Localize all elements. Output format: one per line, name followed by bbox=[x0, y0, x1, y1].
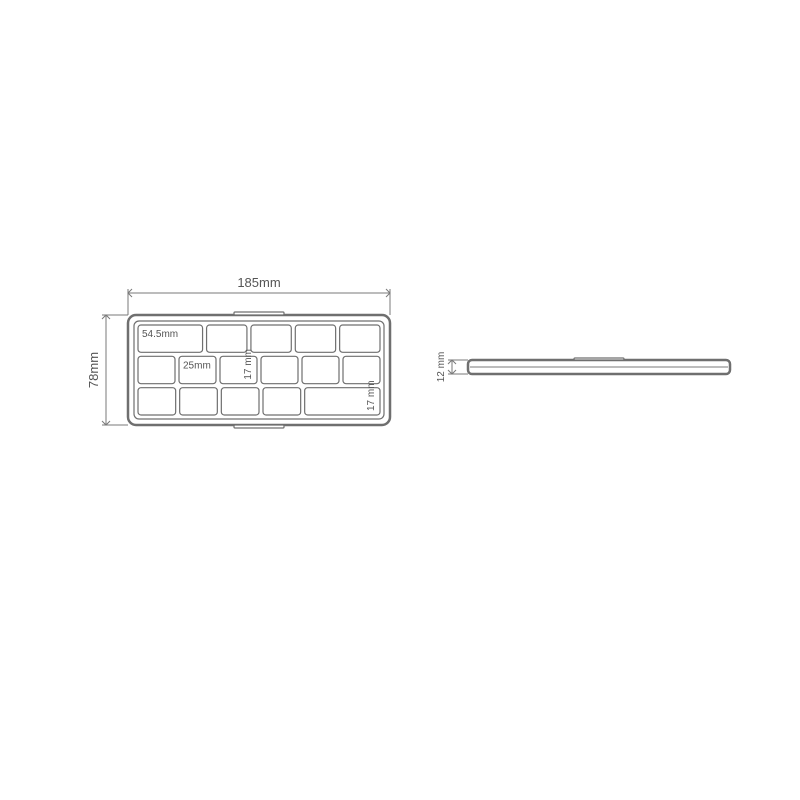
key bbox=[340, 325, 380, 352]
key bbox=[343, 356, 380, 383]
key bbox=[295, 325, 335, 352]
key bbox=[138, 356, 175, 383]
key bbox=[263, 388, 301, 415]
key bbox=[207, 325, 247, 352]
dim-thickness: 12 mm bbox=[436, 352, 447, 383]
dim-height: 78mm bbox=[86, 352, 101, 388]
key bbox=[221, 388, 259, 415]
key-dim-label: 25mm bbox=[183, 360, 211, 371]
dim-width: 185mm bbox=[237, 275, 280, 290]
key-dim-label: 54.5mm bbox=[142, 329, 178, 340]
top-view: 54.5mm 25mm 17 mm 17 mm 185mm 78mm bbox=[86, 275, 390, 428]
key bbox=[138, 388, 176, 415]
key-dim-label-v: 17 mm bbox=[366, 380, 377, 411]
side-view: 12 mm bbox=[436, 352, 730, 383]
key-dim-label-v: 17 mm bbox=[243, 349, 254, 380]
key bbox=[261, 356, 298, 383]
key bbox=[251, 325, 291, 352]
key bbox=[302, 356, 339, 383]
key bbox=[180, 388, 218, 415]
